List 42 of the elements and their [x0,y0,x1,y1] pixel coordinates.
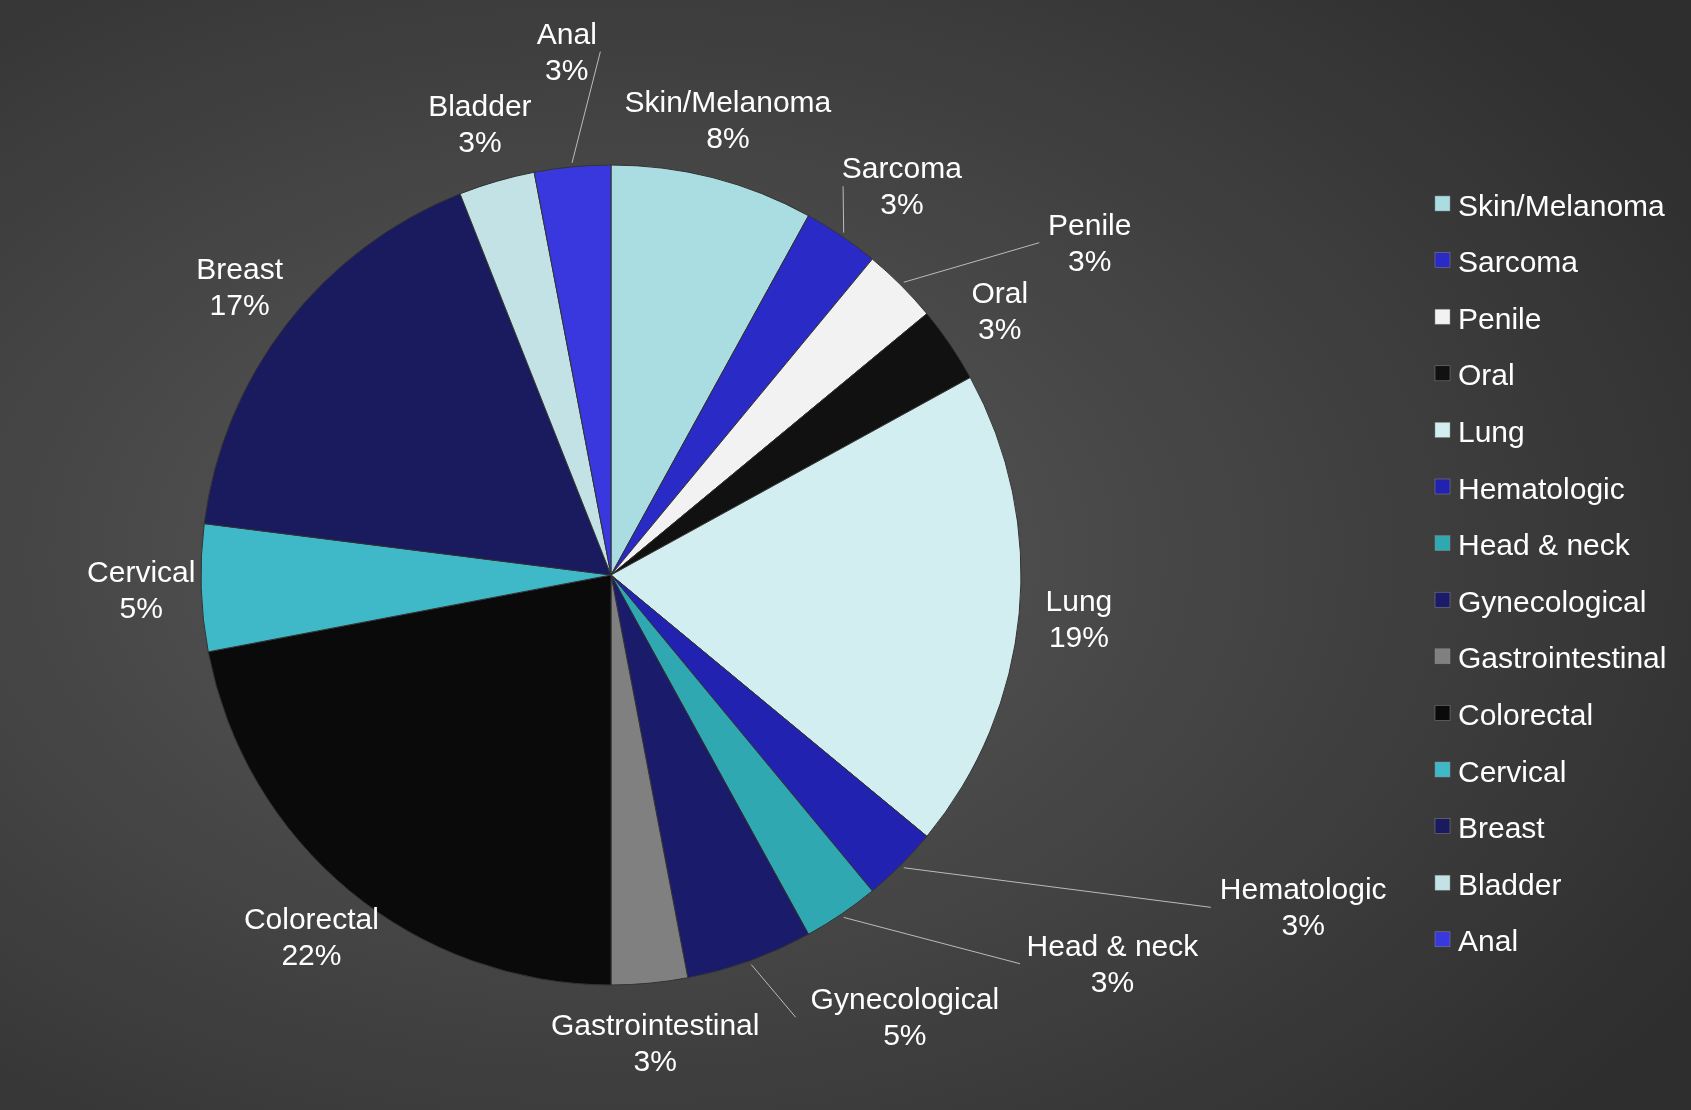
legend-label: Gynecological [1458,584,1647,618]
legend-label: Lung [1458,414,1525,448]
legend-label: Sarcoma [1458,245,1579,279]
legend-label: Head & neck [1458,528,1631,562]
category-label: Colorectal [1458,697,1594,731]
legend-label: Bladder [1458,867,1562,901]
legend-label: Hematologic [1458,471,1625,505]
data-label: 3% [978,311,1022,345]
legend-label: Cervical [1458,754,1567,788]
slice-label: Sarcoma [841,151,963,185]
category-label: Oral [1458,358,1515,392]
slice-label: Lung [1045,584,1113,618]
data-label: 5% [883,1018,927,1052]
data-label: 5% [119,590,163,624]
data-label: 17% [209,287,270,321]
data-label: 22% [281,938,342,972]
data-label: 3% [1281,908,1325,942]
slice-label: Gastrointestinal [551,1007,760,1041]
slice-label: Gynecological [810,982,1000,1016]
legend-label: Gastrointestinal [1458,641,1667,675]
slice-label: Breast [196,251,284,285]
slice-label: Bladder [428,88,532,122]
data-label: 3% [458,124,502,158]
data-label: 3% [880,187,924,221]
data-label: 3% [633,1043,677,1077]
slice-label: Colorectal [243,902,379,936]
data-label: 8% [706,120,750,154]
data-label: 3% [1068,243,1112,277]
legend-label: Breast [1458,811,1546,845]
slice-label: Cervical [87,554,196,588]
slice-label: Penile [1048,207,1132,241]
legend-label: Penile [1458,301,1542,335]
legend-label: Anal [1458,924,1519,958]
slice-label: Hematologic [1219,872,1387,906]
slice-label: Skin/Melanoma [624,84,832,118]
data-label: 3% [545,52,589,86]
slice-label: Oral [971,275,1029,309]
slice-label: Head & neck [1026,928,1200,962]
data-label: 3% [1090,964,1135,998]
data-label: 19% [1048,620,1109,654]
legend-label: Skin/Melanoma [1458,188,1666,222]
slice-label: Anal [536,16,597,50]
